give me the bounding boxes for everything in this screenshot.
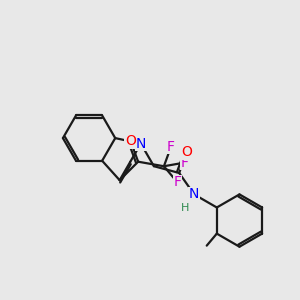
Text: O: O (181, 145, 192, 159)
Text: F: F (181, 156, 188, 170)
Text: O: O (125, 134, 136, 148)
Text: H: H (181, 203, 189, 213)
Text: F: F (167, 140, 175, 154)
Text: N: N (189, 188, 199, 201)
Text: F: F (173, 175, 181, 189)
Text: N: N (136, 136, 146, 151)
